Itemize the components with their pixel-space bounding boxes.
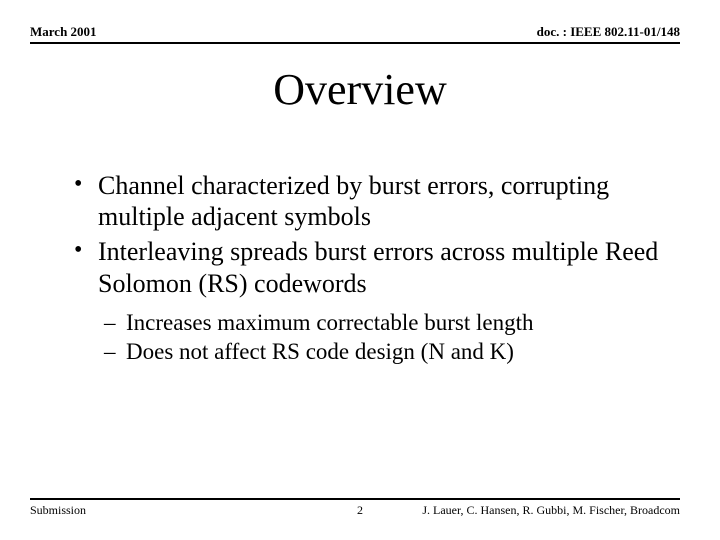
body-content: Channel characterized by burst errors, c… xyxy=(70,170,670,366)
slide: March 2001 doc. : IEEE 802.11-01/148 Ove… xyxy=(0,0,720,540)
header-doc-ref: doc. : IEEE 802.11-01/148 xyxy=(537,24,680,40)
page-title: Overview xyxy=(0,64,720,115)
footer-divider xyxy=(30,498,680,500)
bullet-item: Interleaving spreads burst errors across… xyxy=(70,236,670,298)
sub-list: Increases maximum correctable burst leng… xyxy=(104,309,670,367)
header-date: March 2001 xyxy=(30,24,97,40)
footer-authors: J. Lauer, C. Hansen, R. Gubbi, M. Fische… xyxy=(422,503,680,518)
subbullet-item: Does not affect RS code design (N and K) xyxy=(104,338,670,367)
header-divider xyxy=(30,42,680,44)
bullet-item: Channel characterized by burst errors, c… xyxy=(70,170,670,232)
footer-label: Submission xyxy=(30,503,86,518)
subbullet-item: Increases maximum correctable burst leng… xyxy=(104,309,670,338)
